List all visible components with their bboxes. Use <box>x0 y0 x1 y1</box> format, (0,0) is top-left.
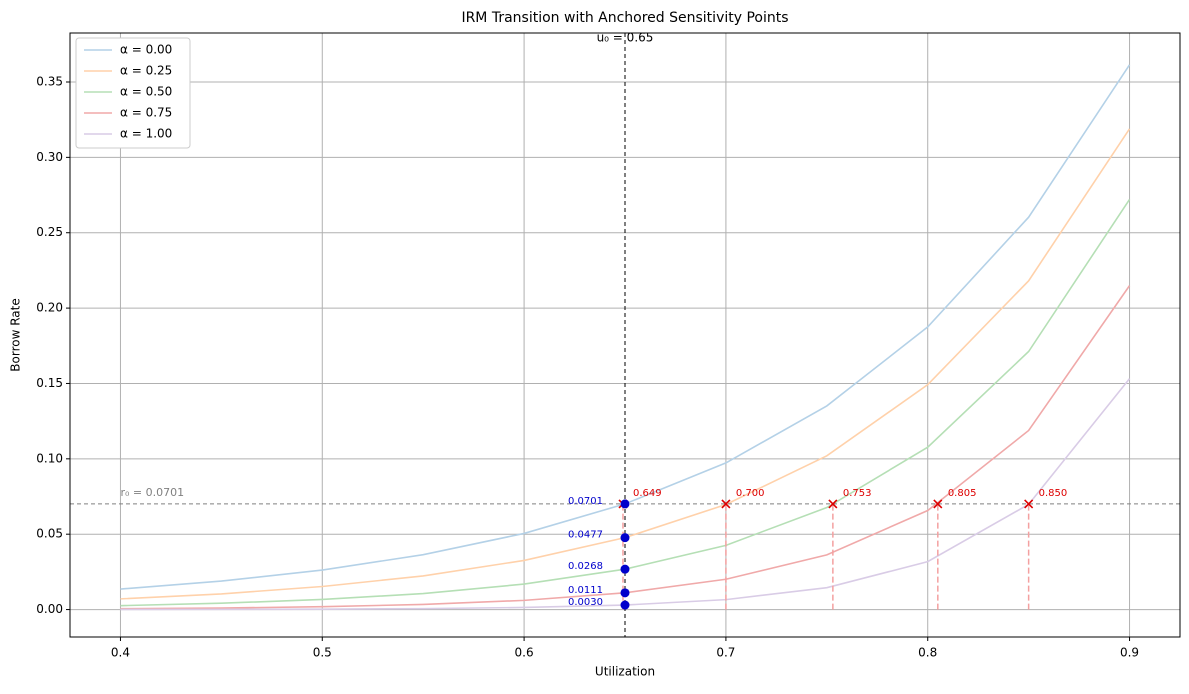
x-tick-label: 0.6 <box>515 646 534 660</box>
anchor-label: 0.0477 <box>568 530 603 541</box>
x-axis-label: Utilization <box>595 665 655 679</box>
crossing-marker <box>828 499 838 509</box>
y-tick-label: 0.10 <box>36 451 63 465</box>
crossing-marker <box>933 499 943 509</box>
legend-box <box>75 37 191 149</box>
y-tick-label: 0.35 <box>36 74 63 88</box>
anchor-label: 0.0111 <box>568 585 603 596</box>
x-tick-label: 0.4 <box>111 646 130 660</box>
anchor-point <box>620 533 630 543</box>
legend-label: α = 0.25 <box>120 64 172 78</box>
anchor-point <box>620 499 630 509</box>
crossing-label: 0.805 <box>948 488 977 499</box>
x-tick-label: 0.5 <box>313 646 332 660</box>
x-tick-label: 0.8 <box>918 646 937 660</box>
plot-frame <box>69 32 1181 638</box>
y-tick-label: 0.15 <box>36 376 63 390</box>
anchor-label: 0.0268 <box>568 561 603 572</box>
anchor-label: 0.0701 <box>568 496 603 507</box>
legend-label: α = 0.00 <box>120 43 172 57</box>
y-tick-label: 0.00 <box>36 602 63 616</box>
x-tick-label: 0.9 <box>1120 646 1139 660</box>
y-axis-label: Borrow Rate <box>9 298 23 371</box>
y-tick-label: 0.20 <box>36 301 63 315</box>
legend-label: α = 1.00 <box>120 127 172 141</box>
anchor-point <box>620 564 630 574</box>
crossing-label: 0.700 <box>736 488 765 499</box>
y-tick-label: 0.25 <box>36 225 63 239</box>
anchor-label: 0.0030 <box>568 597 603 608</box>
crossing-marker <box>1024 499 1034 509</box>
crossing-label: 0.850 <box>1039 488 1068 499</box>
anchor-point <box>620 588 630 598</box>
crossing-label: 0.649 <box>633 488 662 499</box>
legend-label: α = 0.50 <box>120 85 172 99</box>
crossing-marker <box>721 499 731 509</box>
y-tick-label: 0.05 <box>36 527 63 541</box>
y-tick-label: 0.30 <box>36 150 63 164</box>
crossing-label: 0.753 <box>843 488 872 499</box>
vline-label: u₀ = 0.65 <box>597 31 654 45</box>
anchor-point <box>620 600 630 610</box>
chart-title: IRM Transition with Anchored Sensitivity… <box>461 10 788 26</box>
x-tick-label: 0.7 <box>716 646 735 660</box>
legend-label: α = 0.75 <box>120 106 172 120</box>
hline-label: r₀ = 0.0701 <box>120 486 184 499</box>
